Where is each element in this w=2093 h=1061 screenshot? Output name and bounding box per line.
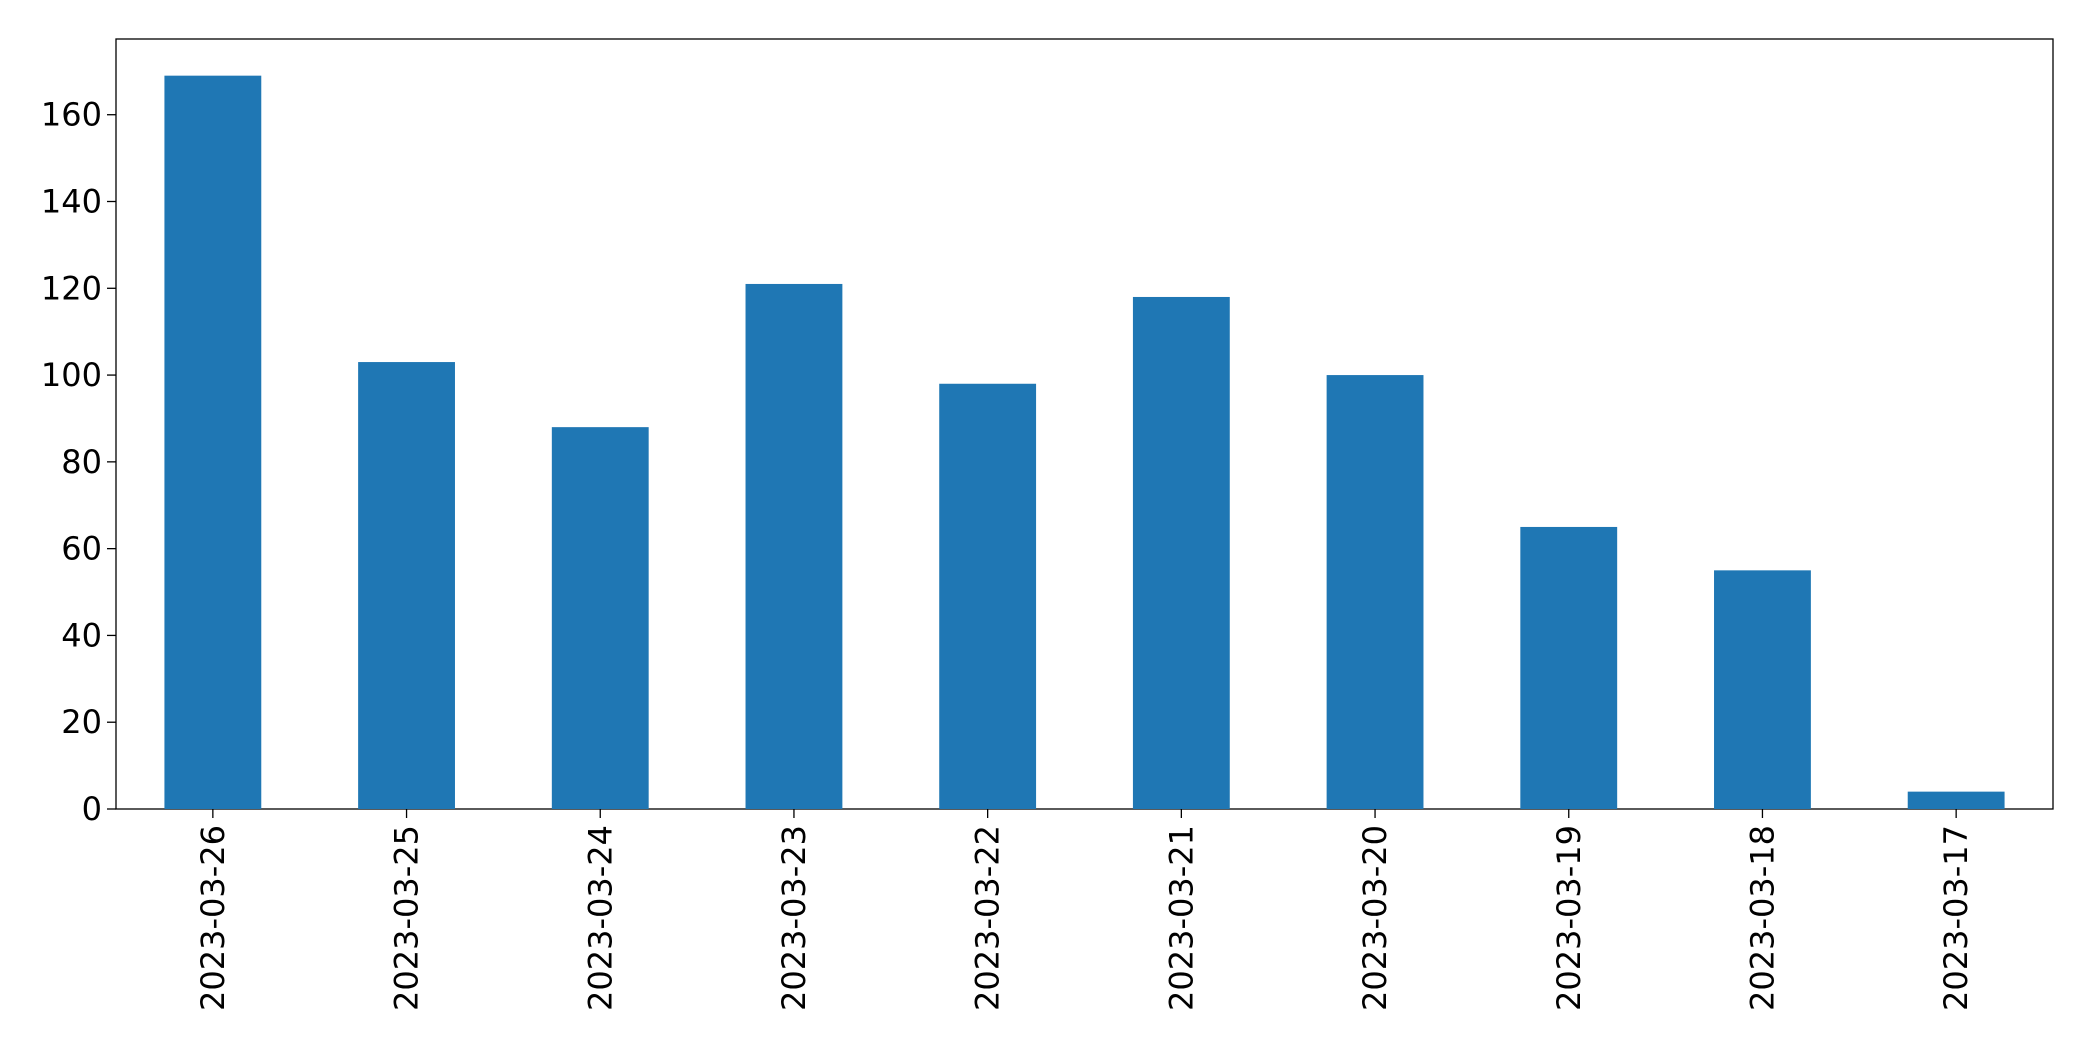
- y-tick-label: 0: [82, 790, 102, 828]
- x-tick-label: 2023-03-23: [775, 825, 813, 1011]
- bar: [1520, 526, 1618, 809]
- x-tick-label: 2023-03-18: [1743, 825, 1781, 1011]
- bar: [1326, 375, 1424, 809]
- x-tick-label: 2023-03-17: [1937, 825, 1975, 1011]
- bar: [358, 362, 455, 809]
- y-tick-label: 140: [41, 183, 102, 221]
- y-tick-label: 20: [61, 703, 102, 741]
- bar: [939, 383, 1037, 809]
- x-tick-label: 2023-03-19: [1550, 825, 1588, 1011]
- y-tick-label: 160: [41, 96, 102, 134]
- x-tick-label: 2023-03-22: [969, 825, 1007, 1011]
- y-tick-label: 60: [61, 530, 102, 568]
- y-tick-label: 100: [41, 356, 102, 394]
- bar: [1714, 570, 1811, 809]
- bar: [1907, 791, 2005, 809]
- x-tick-label: 2023-03-25: [388, 825, 426, 1011]
- y-tick-label: 80: [61, 443, 102, 481]
- x-tick-label: 2023-03-20: [1356, 825, 1394, 1011]
- plot-frame: [115, 38, 2054, 810]
- y-tick-label: 40: [61, 616, 102, 654]
- bar: [551, 427, 649, 809]
- bar: [1132, 296, 1230, 809]
- bar: [745, 283, 843, 809]
- x-tick-label: 2023-03-24: [581, 825, 619, 1011]
- y-tick-label: 120: [41, 269, 102, 307]
- x-tick-label: 2023-03-21: [1162, 825, 1200, 1011]
- bar: [164, 75, 262, 809]
- x-tick-label: 2023-03-26: [194, 825, 232, 1011]
